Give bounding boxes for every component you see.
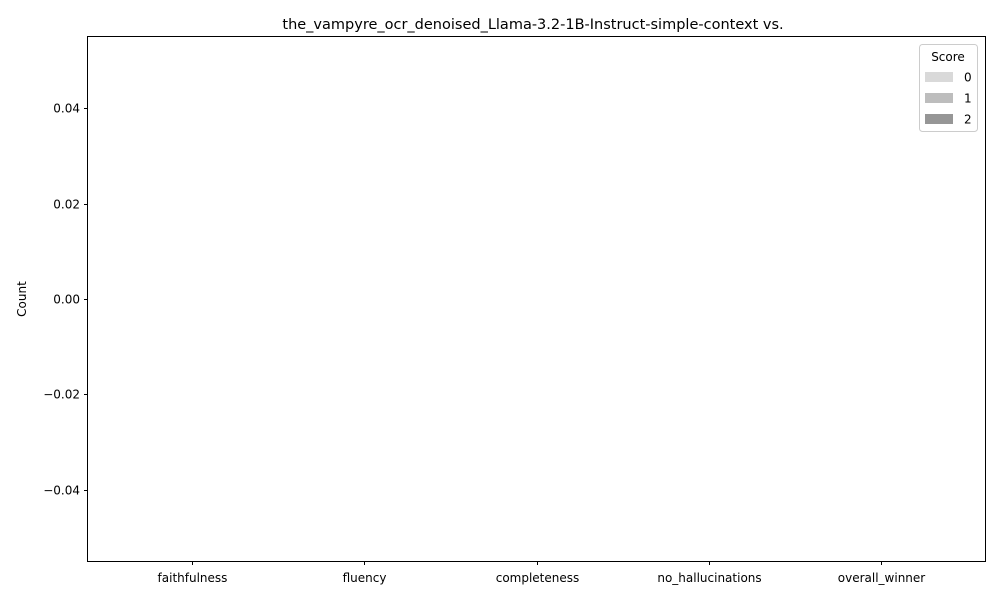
legend-swatch [925,114,953,124]
y-tick-label: 0.04 [53,102,80,116]
legend-label: 1 [964,92,972,106]
y-axis: −0.04 −0.02 0.00 0.02 0.04 [43,102,88,498]
x-tick-label: overall_winner [838,571,926,585]
y-tick-label: 0.00 [53,293,80,307]
legend: Score 0 1 2 [919,44,978,132]
y-tick-label: 0.02 [53,198,80,212]
legend-label: 2 [964,113,972,127]
legend-label: 0 [964,71,972,85]
y-tick-label: −0.02 [43,388,80,402]
x-tick-label: faithfulness [158,571,228,585]
x-tick-label: fluency [343,571,387,585]
legend-box [919,44,978,132]
chart-title: the_vampyre_ocr_denoised_Llama-3.2-1B-In… [282,17,783,33]
legend-swatch [925,93,953,103]
x-tick-label: no_hallucinations [657,571,761,585]
x-tick-label: completeness [496,571,580,585]
x-axis: faithfulness fluency completeness no_halluc… [158,561,926,585]
y-axis-label: Count [15,281,29,317]
legend-entries: 0 1 2 [925,71,972,127]
plot-area-frame [87,36,986,562]
legend-swatch [925,72,953,82]
legend-title: Score [931,50,965,64]
y-tick-label: −0.04 [43,484,80,498]
